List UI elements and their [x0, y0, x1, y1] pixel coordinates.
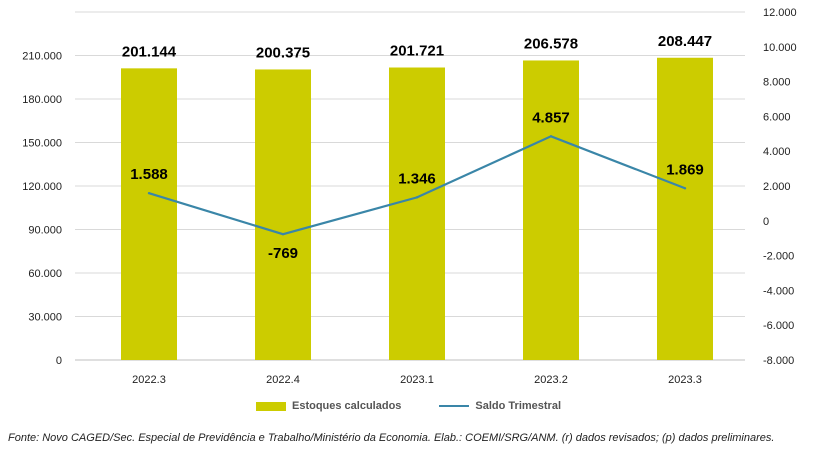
x-tick-label: 2022.3	[132, 374, 166, 386]
bar-data-label: 206.578	[524, 35, 578, 52]
y-left-tick-label: 210.000	[22, 51, 62, 63]
y-left-tick-label: 150.000	[22, 138, 62, 150]
bar-data-label: 200.375	[256, 44, 310, 61]
legend-line-swatch	[439, 405, 470, 407]
bar	[657, 57, 713, 360]
y-right-tick-label: 8.000	[763, 77, 791, 89]
x-tick-label: 2023.1	[400, 374, 434, 386]
y-right-tick-label: 12.000	[763, 7, 797, 19]
legend-bar-label: Estoques calculados	[291, 400, 402, 412]
line-data-label: 4.857	[532, 109, 570, 126]
y-right-tick-label: -8.000	[763, 355, 794, 367]
bar	[121, 68, 177, 361]
y-right-tick-label: -4.000	[763, 285, 794, 297]
source-note: Fonte: Novo CAGED/Sec. Especial de Previ…	[8, 432, 775, 444]
legend-item-line: Saldo Trimestral	[439, 400, 561, 412]
x-tick-label: 2023.2	[534, 374, 568, 386]
line-data-label: 1.346	[398, 170, 436, 187]
bar	[255, 69, 311, 361]
y-left-tick-label: 60.000	[28, 268, 62, 280]
y-right-tick-label: -6.000	[763, 320, 794, 332]
x-tick-label: 2023.3	[668, 374, 702, 386]
line-point	[683, 187, 687, 190]
line-data-label: -769	[268, 245, 298, 262]
combo-chart: 0 30.000 60.000 90.000 120.000 150.000 180.000…	[22, 7, 797, 386]
y-right-tick-label: 10.000	[763, 42, 797, 54]
legend-bar-swatch	[255, 401, 286, 411]
line-point	[415, 196, 419, 199]
bar-data-label: 208.447	[658, 33, 712, 50]
y-right-tick-label: 6.000	[763, 111, 791, 123]
line-point	[549, 135, 553, 138]
y-right-tick-label: -2.000	[763, 251, 794, 263]
bar-data-label: 201.144	[122, 43, 177, 60]
y-left-tick-label: 120.000	[22, 181, 62, 193]
bar	[389, 67, 445, 360]
bar-data-label: 201.721	[390, 43, 444, 60]
x-tick-label: 2022.4	[266, 374, 300, 386]
y-right-tick-label: 4.000	[763, 146, 791, 158]
legend-item-bar: Estoques calculados	[255, 400, 402, 412]
y-right-tick-label: 2.000	[763, 181, 791, 193]
line-data-label: 1.869	[666, 161, 704, 178]
y-left-tick-label: 180.000	[22, 94, 62, 106]
bar	[523, 60, 579, 360]
y-right-tick-label: 0	[763, 216, 769, 228]
line-point	[281, 232, 285, 236]
y-left-tick-label: 30.000	[28, 312, 62, 324]
line-point	[147, 191, 151, 195]
line-data-label: 1.588	[130, 166, 168, 183]
y-left-tick-label: 0	[56, 355, 62, 367]
y-left-tick-label: 90.000	[28, 225, 62, 237]
legend-line-label: Saldo Trimestral	[475, 400, 562, 412]
legend: Estoques calculados Saldo Trimestral	[0, 400, 817, 412]
